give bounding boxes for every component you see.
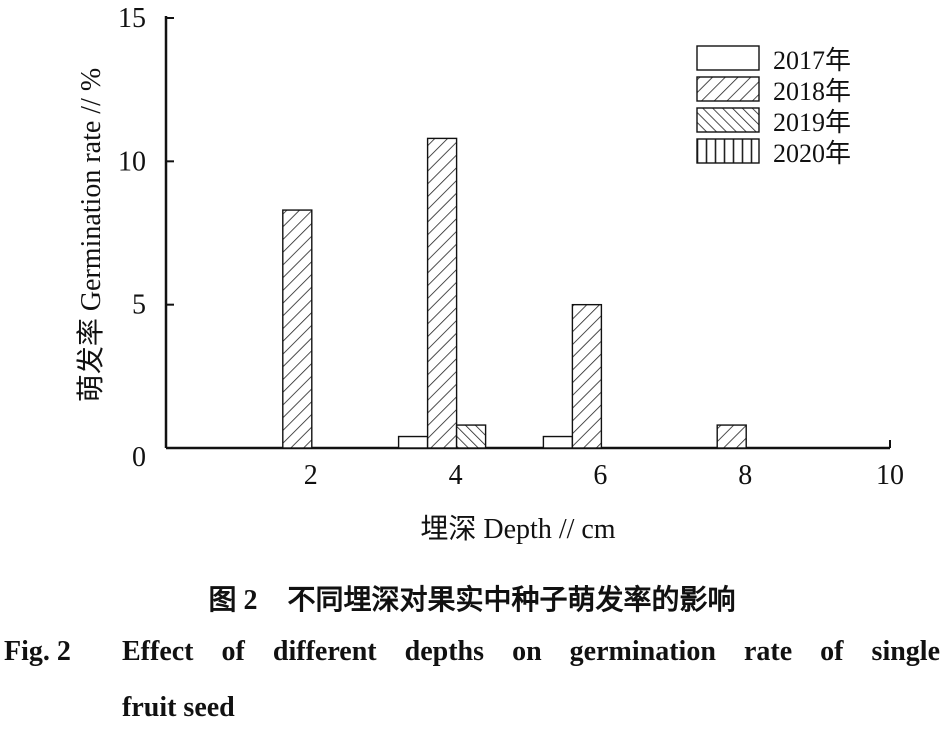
- legend-entry: 2017年: [773, 46, 851, 75]
- caption-en-text-line1: Effect of different depths on germinatio…: [122, 636, 940, 667]
- bars: [282, 137, 747, 449]
- caption-cn-number: 图 2: [208, 585, 258, 616]
- x-tick-label: 8: [738, 460, 752, 491]
- legend-swatch: [696, 107, 760, 133]
- y-tick-label: 0: [132, 442, 146, 473]
- y-axis-label: 萌发率 Germination rate // %: [75, 68, 107, 402]
- bar-2018年-depth-6: [571, 303, 603, 449]
- caption-chinese: 图 2 不同埋深对果实中种子萌发率的影响: [0, 578, 944, 618]
- bar-2017年-depth-4: [397, 435, 429, 449]
- y-tick-label: 5: [132, 290, 146, 321]
- bar-2018年-depth-4: [426, 137, 458, 449]
- caption-en-text-line2: fruit seed: [122, 692, 235, 723]
- legend-entry: 2018年: [773, 77, 851, 106]
- x-tick-label: 2: [304, 460, 318, 491]
- bar-2017年-depth-6: [542, 435, 574, 449]
- x-tick-label: 4: [449, 460, 463, 491]
- y-tick-label: 15: [118, 3, 146, 34]
- y-tick-label: 10: [118, 146, 146, 177]
- legend-entry: 2019年: [773, 108, 851, 137]
- x-axis-label: 埋深 Depth // cm: [420, 514, 615, 545]
- x-tick-label: 10: [876, 460, 904, 491]
- bar-2019年-depth-4: [455, 424, 487, 449]
- legend-swatch: [696, 76, 760, 102]
- legend-swatch: [696, 138, 760, 164]
- legend-swatch: [696, 45, 760, 71]
- bar-2018年-depth-2: [282, 209, 313, 449]
- x-tick-label: 6: [593, 460, 607, 491]
- chart: 0 5 10 15 2 4 6 8 10 2017年 2018年 2019年 2020年 埋深 Dep…: [75, 3, 904, 545]
- legend-entry: 2020年: [773, 139, 851, 168]
- caption-cn-text: 不同埋深对果实中种子萌发率的影响: [287, 583, 736, 616]
- caption-en-number: Fig. 2: [4, 636, 71, 667]
- bar-2018年-depth-8: [716, 424, 747, 449]
